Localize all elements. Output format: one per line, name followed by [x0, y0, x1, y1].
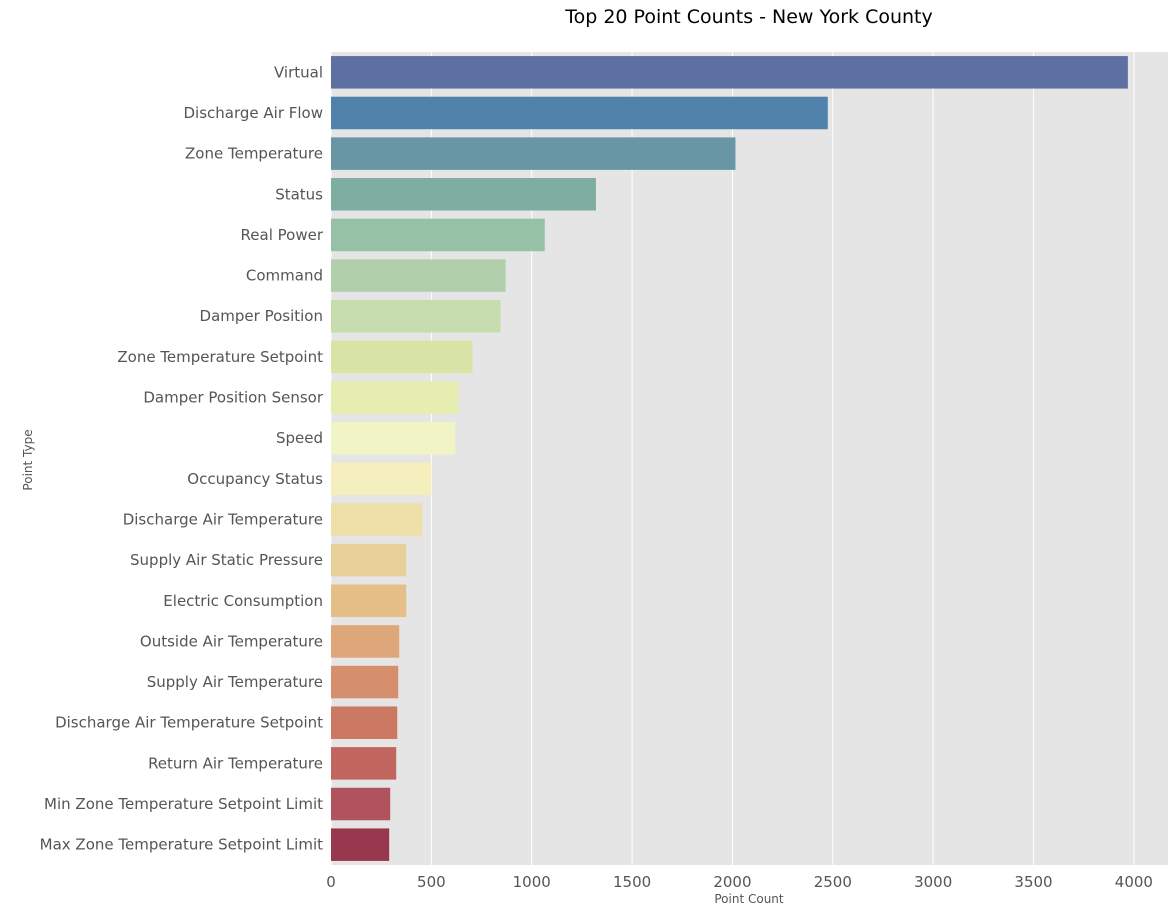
- bar: [331, 584, 407, 618]
- category-label: Virtual: [274, 63, 323, 81]
- bar: [331, 625, 400, 658]
- x-tick-label: 2500: [814, 873, 852, 891]
- bar: [331, 665, 399, 699]
- category-label: Discharge Air Temperature: [123, 510, 323, 528]
- category-label: Min Zone Temperature Setpoint Limit: [44, 795, 323, 813]
- bar: [331, 299, 501, 333]
- x-tick-labels: 0 500 1000 1500 2000 2500 3000 3500 4000: [326, 873, 1153, 891]
- bar: [331, 96, 828, 130]
- category-label: Electric Consumption: [163, 592, 323, 610]
- category-label: Zone Temperature: [185, 145, 323, 163]
- category-label: Damper Position: [200, 307, 323, 325]
- category-label: Damper Position Sensor: [143, 389, 323, 407]
- bar: [331, 503, 423, 536]
- x-axis-label: Point Count: [714, 892, 784, 906]
- category-label: Real Power: [241, 226, 324, 244]
- bar: [331, 137, 736, 170]
- x-tick-label: 3000: [914, 873, 952, 891]
- bar: [331, 747, 397, 780]
- bar: [331, 381, 459, 414]
- bars: [331, 56, 1128, 861]
- category-labels: Virtual Discharge Air Flow Zone Temperatur…: [40, 63, 324, 853]
- chart-title: Top 20 Point Counts - New York County: [564, 6, 933, 28]
- category-label: Max Zone Temperature Setpoint Limit: [40, 836, 323, 854]
- category-label: Zone Temperature Setpoint: [117, 348, 323, 366]
- x-tick-label: 3500: [1014, 873, 1052, 891]
- category-label: Discharge Air Temperature Setpoint: [55, 714, 323, 732]
- x-tick-label: 500: [417, 873, 446, 891]
- x-tick-label: 1500: [613, 873, 651, 891]
- x-tick-label: 4000: [1115, 873, 1153, 891]
- x-tick-label: 0: [326, 873, 336, 891]
- bar: [331, 56, 1128, 89]
- category-label: Return Air Temperature: [148, 754, 323, 772]
- x-tick-label: 1000: [513, 873, 551, 891]
- y-axis-label: Point Type: [21, 429, 35, 490]
- bar: [331, 787, 391, 821]
- plot-area: [331, 52, 1168, 865]
- bar: [331, 462, 432, 496]
- bar: [331, 218, 545, 252]
- bar: [331, 828, 390, 861]
- bar: [331, 340, 473, 374]
- category-label: Outside Air Temperature: [140, 632, 323, 650]
- bar: [331, 421, 456, 455]
- category-label: Status: [275, 185, 323, 203]
- category-label: Supply Air Temperature: [147, 673, 323, 691]
- bar: [331, 259, 506, 292]
- bar: [331, 178, 596, 211]
- bar: [331, 543, 407, 577]
- bar: [331, 706, 398, 739]
- category-label: Command: [246, 267, 323, 285]
- category-label: Supply Air Static Pressure: [130, 551, 323, 569]
- category-label: Speed: [276, 429, 323, 447]
- category-label: Occupancy Status: [187, 470, 323, 488]
- category-label: Discharge Air Flow: [183, 104, 323, 122]
- x-tick-label: 2000: [713, 873, 751, 891]
